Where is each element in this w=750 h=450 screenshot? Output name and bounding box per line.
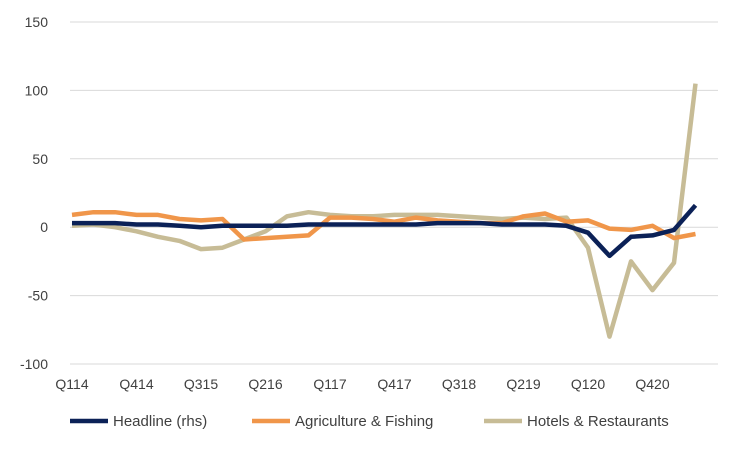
y-axis-tick-labels: -100 -50 0 50 100 150 xyxy=(20,14,48,372)
y-tick-label: 50 xyxy=(32,151,48,167)
gridlines xyxy=(70,21,718,365)
legend-label: Headline (rhs) xyxy=(113,413,207,430)
legend: Headline (rhs) Agriculture & Fishing Hotel… xyxy=(70,413,669,430)
y-tick-label: 0 xyxy=(40,219,48,235)
series-lines xyxy=(71,83,698,339)
x-tick-label: Q216 xyxy=(248,376,282,392)
x-tick-label: Q114 xyxy=(55,376,88,392)
x-tick-label: Q318 xyxy=(442,376,476,392)
x-tick-label: Q420 xyxy=(635,376,669,392)
x-tick-label: Q120 xyxy=(571,376,605,392)
legend-label: Agriculture & Fishing xyxy=(295,413,433,430)
series-line-headline-rhs xyxy=(72,203,698,259)
y-tick-label: 100 xyxy=(25,82,49,98)
y-tick-label: -50 xyxy=(28,288,48,304)
y-tick-label: 150 xyxy=(25,14,49,30)
x-tick-label: Q417 xyxy=(377,376,411,392)
series-line-hotels-restaurants xyxy=(71,83,698,339)
x-tick-label: Q414 xyxy=(119,376,153,392)
x-tick-label: Q219 xyxy=(506,376,540,392)
x-tick-label: Q315 xyxy=(184,376,218,392)
legend-label: Hotels & Restaurants xyxy=(527,413,669,430)
x-tick-label: Q117 xyxy=(313,376,346,392)
x-axis-tick-labels: Q114 Q414 Q315 Q216 Q117 Q417 Q318 Q219 Q120 Q420 xyxy=(55,376,669,392)
series-line-agriculture-fishing xyxy=(71,209,696,242)
y-tick-label: -100 xyxy=(20,356,48,372)
